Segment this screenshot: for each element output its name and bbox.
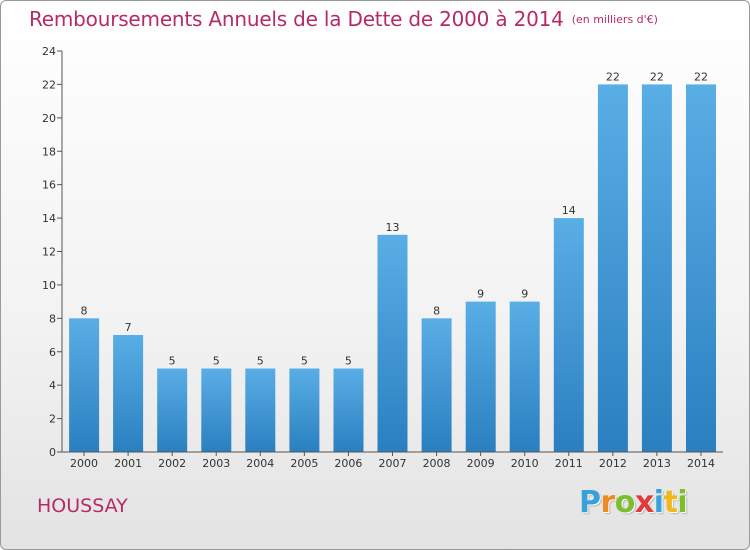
x-tick-label: 2006 — [334, 457, 362, 470]
value-label-2014: 22 — [694, 70, 708, 83]
bar-2005 — [289, 368, 320, 452]
x-tick-label: 2010 — [511, 457, 539, 470]
logo-letter: x — [634, 485, 654, 520]
value-label-2003: 5 — [213, 354, 220, 367]
bar-2009 — [465, 301, 496, 452]
x-tick-label: 2008 — [423, 457, 451, 470]
bar-2006 — [333, 368, 364, 452]
y-tick-label: 4 — [49, 379, 56, 392]
bar-2003 — [201, 368, 232, 452]
logo-letter: P — [579, 485, 601, 520]
bar-2001 — [113, 335, 144, 452]
bar-2013 — [641, 84, 672, 453]
y-tick-label: 20 — [42, 112, 56, 125]
x-tick-label: 2013 — [643, 457, 671, 470]
y-tick-label: 16 — [42, 179, 56, 192]
value-label-2005: 5 — [301, 354, 308, 367]
y-tick-label: 18 — [42, 145, 56, 158]
bar-2002 — [157, 368, 188, 452]
value-label-2001: 7 — [125, 321, 132, 334]
bar-2011 — [553, 218, 584, 452]
x-tick-label: 2000 — [70, 457, 98, 470]
x-tick-label: 2003 — [202, 457, 230, 470]
bar-2008 — [421, 318, 452, 452]
logo-letter: t — [663, 485, 678, 520]
x-axis: 2000 2001 2002 2003 2004 2005 2006 2007 2008 2009… — [62, 451, 723, 470]
y-tick-label: 6 — [49, 346, 56, 359]
logo-letter: r — [600, 485, 616, 520]
value-label-2012: 22 — [606, 70, 620, 83]
bar-2004 — [245, 368, 276, 452]
logo-letter: o — [614, 485, 636, 520]
title-unit: (en milliers d'€) — [571, 13, 658, 26]
x-tick-label: 2002 — [158, 457, 186, 470]
logo-letter: i — [653, 485, 664, 520]
bar-2007 — [377, 234, 408, 452]
y-tick-label: 8 — [49, 312, 56, 325]
x-tick-label: 2007 — [379, 457, 407, 470]
x-tick-label: 2001 — [114, 457, 142, 470]
x-tick-label: 2005 — [290, 457, 318, 470]
title-text: Remboursements Annuels de la Dette de 20… — [29, 7, 564, 31]
value-label-2000: 8 — [81, 304, 88, 317]
value-label-2009: 9 — [477, 288, 484, 301]
y-tick-label: 0 — [49, 446, 56, 459]
value-label-2008: 8 — [433, 304, 440, 317]
y-tick-label: 24 — [42, 45, 56, 58]
value-label-2013: 22 — [650, 70, 664, 83]
bar-2014 — [686, 84, 716, 453]
bar-2010 — [509, 301, 540, 452]
chart-title: Remboursements Annuels de la Dette de 20… — [29, 7, 658, 31]
y-tick-label: 12 — [42, 246, 56, 259]
value-label-2011: 14 — [562, 204, 576, 217]
x-tick-label: 2004 — [246, 457, 274, 470]
x-tick-label: 2011 — [555, 457, 583, 470]
x-tick-label: 2009 — [467, 457, 495, 470]
bar-2000 — [69, 318, 100, 452]
value-label-2004: 5 — [257, 354, 264, 367]
y-tick-label: 2 — [49, 413, 56, 426]
bar-2012 — [597, 84, 628, 453]
value-label-2006: 5 — [345, 354, 352, 367]
proxiti-logo: Proxiti — [579, 485, 688, 520]
commune-name: HOUSSAY — [37, 495, 128, 517]
value-label-2002: 5 — [169, 354, 176, 367]
value-label-2007: 13 — [386, 221, 400, 234]
y-tick-label: 14 — [42, 212, 56, 225]
y-tick-label: 10 — [42, 279, 56, 292]
x-tick-label: 2014 — [687, 457, 715, 470]
logo-letter: i — [677, 485, 688, 520]
bars: 8 7 5 5 5 5 5 13 8 9 9 14 22 22 22 — [69, 70, 716, 453]
x-tick-label: 2012 — [599, 457, 627, 470]
y-tick-label: 22 — [42, 78, 56, 91]
value-label-2010: 9 — [521, 288, 528, 301]
